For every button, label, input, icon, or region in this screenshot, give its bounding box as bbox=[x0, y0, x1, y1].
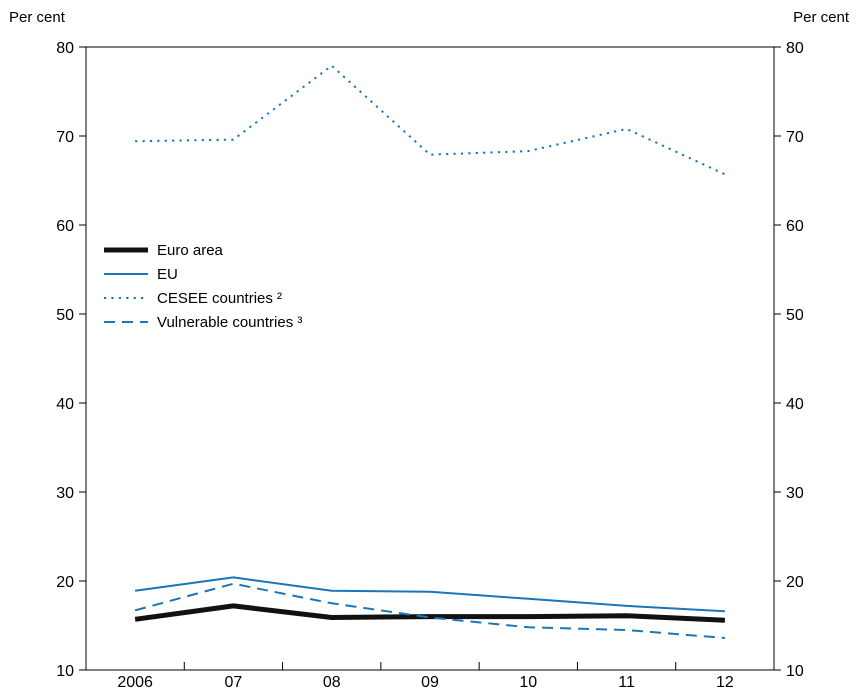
x-tick-label: 10 bbox=[519, 674, 537, 689]
series-line-0 bbox=[134, 603, 726, 623]
plot-frame bbox=[85, 46, 775, 671]
legend-label-3: Vulnerable countries ³ bbox=[157, 314, 302, 331]
y-tick-label-right: 70 bbox=[786, 129, 804, 146]
y-tick-label-left: 80 bbox=[56, 40, 74, 57]
y-tick-label-left: 50 bbox=[56, 307, 74, 324]
x-tick-label: 2006 bbox=[117, 674, 153, 689]
y-tick-label-left: 60 bbox=[56, 218, 74, 235]
y-tick-label-right: 10 bbox=[786, 663, 804, 680]
y-tick-label-left: 70 bbox=[56, 129, 74, 146]
legend-label-0: Euro area bbox=[157, 242, 224, 259]
legend-label-1: EU bbox=[157, 266, 178, 283]
y-tick-label-left: 20 bbox=[56, 574, 74, 591]
series-line-1 bbox=[134, 576, 725, 613]
x-tick-label: 12 bbox=[716, 674, 734, 689]
y-tick-label-right: 60 bbox=[786, 218, 804, 235]
y-axis-unit-right: Per cent bbox=[793, 9, 849, 26]
x-tick-label: 08 bbox=[323, 674, 341, 689]
y-tick-label-right: 20 bbox=[786, 574, 804, 591]
y-axis-unit-left: Per cent bbox=[9, 9, 65, 26]
x-tick-label: 09 bbox=[421, 674, 439, 689]
series-line-2 bbox=[135, 64, 726, 176]
y-tick-label-left: 10 bbox=[56, 663, 74, 680]
y-tick-label-right: 50 bbox=[786, 307, 804, 324]
x-tick-label: 07 bbox=[225, 674, 243, 689]
y-tick-label-left: 40 bbox=[56, 396, 74, 413]
legend-label-2: CESEE countries ² bbox=[157, 290, 282, 307]
y-tick-label-right: 40 bbox=[786, 396, 804, 413]
y-tick-label-left: 30 bbox=[56, 485, 74, 502]
y-tick-label-right: 80 bbox=[786, 40, 804, 57]
x-tick-label: 11 bbox=[618, 674, 635, 689]
y-tick-label-right: 30 bbox=[786, 485, 804, 502]
